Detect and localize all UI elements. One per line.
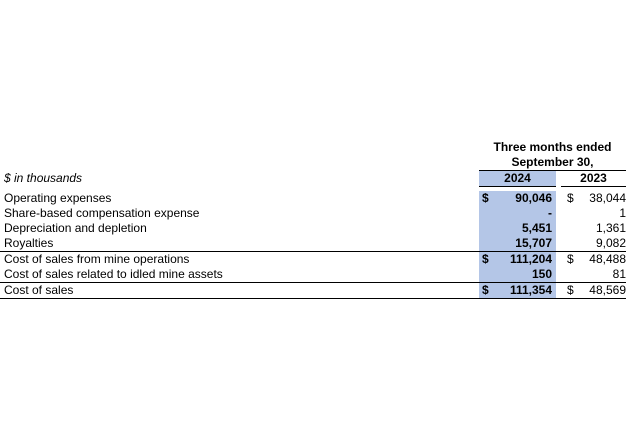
total-top-rule [0, 282, 626, 283]
current-cell-highlight [479, 252, 556, 267]
current-dollar-sign: $ [482, 191, 489, 205]
table-row: Royalties 15,707 9,082 [0, 236, 640, 251]
row-label: Royalties [4, 236, 54, 250]
units-label: $ in thousands [4, 171, 83, 185]
table-row: Cost of sales related to idled mine asse… [0, 267, 640, 282]
table-row: Operating expenses $ 90,046 $ 38,044 [0, 191, 640, 206]
current-cell-highlight [479, 191, 556, 206]
table-row: Depreciation and depletion 5,451 1,361 [0, 221, 640, 236]
year-current-rule [479, 186, 556, 187]
period-header-line2: September 30, [511, 155, 594, 169]
prior-dollar-sign: $ [567, 252, 574, 266]
current-value: - [548, 206, 552, 220]
subtotal-rule [0, 251, 626, 252]
year-prior-header: 2023 [580, 171, 607, 185]
prior-value: 48,488 [589, 252, 626, 266]
current-cell-highlight [479, 221, 556, 236]
current-cell-highlight [479, 267, 556, 282]
prior-dollar-sign: $ [567, 191, 574, 205]
row-label: Cost of sales from mine operations [4, 252, 190, 266]
prior-value: 1,361 [595, 221, 626, 235]
current-value: 150 [531, 267, 552, 281]
current-value: 111,204 [509, 252, 552, 266]
current-dollar-sign: $ [482, 252, 489, 266]
prior-value: 9,082 [595, 236, 626, 250]
row-label: Cost of sales related to idled mine asse… [4, 267, 223, 281]
current-value: 5,451 [521, 221, 552, 235]
prior-value: 48,569 [589, 283, 626, 297]
row-label: Operating expenses [4, 191, 112, 205]
row-label: Cost of sales [4, 283, 74, 297]
current-cell-highlight [479, 283, 556, 298]
current-cell-highlight [479, 206, 556, 221]
current-value: 15,707 [515, 236, 552, 250]
current-value: 90,046 [515, 191, 552, 205]
year-prior-rule [561, 186, 626, 187]
current-value: 111,354 [509, 283, 552, 297]
prior-value: 1 [619, 206, 626, 220]
table-row: Share-based compensation expense - 1 [0, 206, 640, 221]
current-dollar-sign: $ [482, 283, 489, 297]
prior-dollar-sign: $ [567, 283, 574, 297]
table-row: Cost of sales from mine operations $ 111… [0, 252, 640, 267]
prior-value: 38,044 [589, 191, 626, 205]
period-header-line1: Three months ended [493, 140, 612, 154]
prior-value: 81 [612, 267, 626, 281]
year-current-header: 2024 [479, 171, 556, 186]
row-label: Share-based compensation expense [4, 206, 200, 220]
period-header-rule [479, 170, 626, 171]
row-label: Depreciation and depletion [4, 221, 147, 235]
table-row: Cost of sales $ 111,354 $ 48,569 [0, 283, 640, 298]
total-bottom-rule [0, 298, 626, 299]
current-cell-highlight [479, 236, 556, 251]
